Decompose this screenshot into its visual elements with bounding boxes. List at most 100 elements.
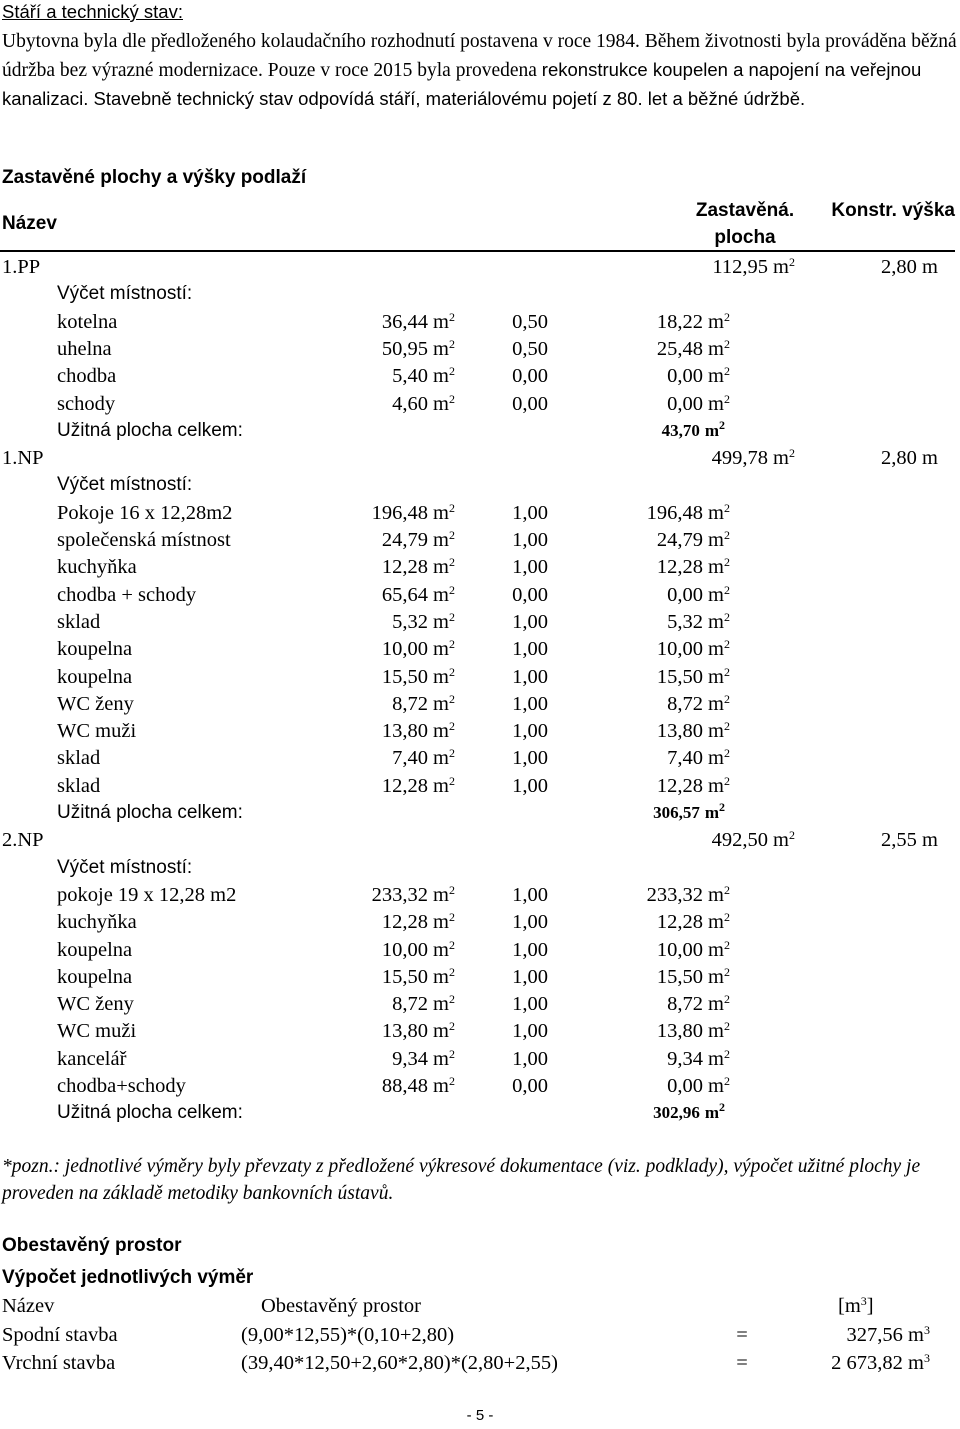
room-usable: 12,28 m2 — [657, 773, 730, 799]
room-area: 12,28 m2 — [382, 909, 455, 935]
room-area-sup: 2 — [449, 364, 455, 379]
room-area-value: 7,40 — [392, 747, 429, 770]
room-area-value: 4,60 — [392, 392, 429, 415]
room-name: sklad — [57, 747, 101, 770]
room-usable-unit: m — [708, 720, 724, 743]
total-value-value: 302,96 — [653, 1103, 700, 1123]
room-coef: 1,00 — [512, 638, 548, 661]
room-usable-value: 233,32 — [646, 883, 704, 906]
room-usable: 9,34 m2 — [667, 1046, 730, 1072]
room-area-value: 50,95 — [381, 337, 429, 360]
room-usable-value: 7,40 — [667, 747, 704, 770]
room-area-unit: m — [433, 720, 449, 743]
room-area-value: 15,50 — [381, 665, 429, 688]
room-usable-unit: m — [708, 1075, 724, 1097]
footnote: *pozn.: jednotlivé výměry byly převzaty … — [2, 1156, 921, 1204]
room-coef: 1,00 — [512, 529, 548, 551]
room-usable: 15,50 m2 — [657, 664, 730, 690]
header-cell: Konstr. výška — [831, 200, 955, 221]
room-area-unit: m — [433, 310, 449, 333]
room-area-value: 8,72 — [392, 692, 429, 715]
section-heading: Obestavěný prostor — [2, 1235, 182, 1256]
room-usable: 18,22 m2 — [657, 309, 730, 335]
room-area-sup: 2 — [449, 500, 455, 515]
room-usable: 12,28 m2 — [657, 909, 730, 935]
room-usable-unit: m — [708, 692, 724, 715]
room-usable-unit: m — [708, 993, 724, 1016]
room-area: 12,28 m2 — [382, 554, 455, 580]
room-usable-value: 10,00 — [656, 638, 704, 661]
room-area: 8,72 m2 — [392, 991, 455, 1017]
room-area-value: 12,28 — [381, 911, 429, 934]
rooms-label: Výčet místností: — [57, 856, 193, 878]
room-area-unit: m — [433, 365, 449, 388]
room-name: chodba — [57, 365, 117, 388]
room-area-sup: 2 — [449, 528, 455, 542]
header-cell: Název — [2, 1295, 55, 1317]
room-name: chodba + schody — [57, 583, 197, 606]
room-area-value: 13,80 — [381, 720, 429, 743]
room-usable-value: 0,00 — [667, 392, 704, 415]
room-area: 8,72 m2 — [392, 691, 455, 717]
header-unit-open: [m — [838, 1295, 861, 1317]
room-name: WC muži — [57, 1020, 137, 1043]
room-usable-sup: 2 — [724, 500, 730, 515]
room-area-sup: 2 — [449, 555, 455, 570]
room-coef: 0,00 — [512, 1075, 548, 1097]
room-coef: 1,00 — [512, 993, 548, 1016]
room-usable-value: 8,72 — [667, 692, 704, 715]
room-coef: 1,00 — [512, 965, 548, 988]
room-usable-unit: m — [708, 665, 724, 688]
room-usable-value: 12,28 — [656, 911, 704, 934]
room-area-value: 24,79 — [381, 529, 429, 551]
floor-area-value: 492,50 — [711, 829, 769, 852]
room-usable-sup: 2 — [724, 964, 730, 979]
room-usable: 0,00 m2 — [667, 363, 730, 389]
room-area-unit: m — [433, 993, 449, 1016]
room-area: 9,34 m2 — [392, 1046, 455, 1072]
row-value-sup: 3 — [924, 1323, 930, 1337]
room-usable-value: 8,72 — [667, 993, 704, 1016]
room-usable-sup: 2 — [724, 664, 730, 679]
room-usable-sup: 2 — [724, 691, 730, 706]
room-area-sup: 2 — [449, 609, 455, 624]
room-coef: 1,00 — [512, 938, 548, 961]
room-coef: 1,00 — [512, 610, 548, 633]
room-area-unit: m — [433, 337, 449, 360]
room-area-value: 10,00 — [381, 938, 429, 961]
room-area: 50,95 m2 — [382, 336, 455, 362]
room-usable-value: 0,00 — [667, 583, 704, 606]
room-area: 13,80 m2 — [382, 718, 455, 744]
header-cell: Obestavěný prostor — [261, 1295, 421, 1317]
floor-name: 1.PP — [2, 256, 41, 278]
room-area-sup: 2 — [449, 1019, 455, 1034]
floor-area-sup: 2 — [789, 255, 795, 269]
room-area-unit: m — [433, 501, 449, 524]
row-eq: = — [736, 1351, 748, 1374]
room-area-value: 5,32 — [392, 610, 429, 633]
room-area-sup: 2 — [449, 637, 455, 652]
room-area-value: 233,32 — [371, 883, 429, 906]
room-area: 4,60 m2 — [392, 391, 455, 417]
row-value: 2 673,82 m3 — [831, 1350, 930, 1376]
room-name: WC muži — [57, 720, 137, 743]
rooms-label: Výčet místností: — [57, 283, 193, 305]
room-area: 36,44 m2 — [382, 309, 455, 335]
rooms-label: Výčet místností: — [57, 474, 193, 496]
room-area-value: 65,64 — [381, 583, 429, 606]
room-name: kotelna — [57, 310, 118, 333]
room-usable-value: 13,80 — [656, 1020, 704, 1043]
room-area-value: 196,48 — [371, 501, 429, 524]
room-coef: 1,00 — [512, 501, 548, 524]
room-usable-unit: m — [708, 1020, 724, 1043]
page-number: - 5 - — [466, 1407, 494, 1424]
room-usable: 233,32 m2 — [647, 882, 730, 908]
total-value: 43,70 m2 — [662, 418, 725, 444]
room-usable-unit: m — [708, 638, 724, 661]
room-area: 12,28 m2 — [382, 773, 455, 799]
floor-area-unit: m — [773, 256, 789, 278]
room-usable-unit: m — [708, 774, 724, 797]
room-area-sup: 2 — [449, 937, 455, 952]
floor-height: 2,55 m — [881, 829, 938, 852]
